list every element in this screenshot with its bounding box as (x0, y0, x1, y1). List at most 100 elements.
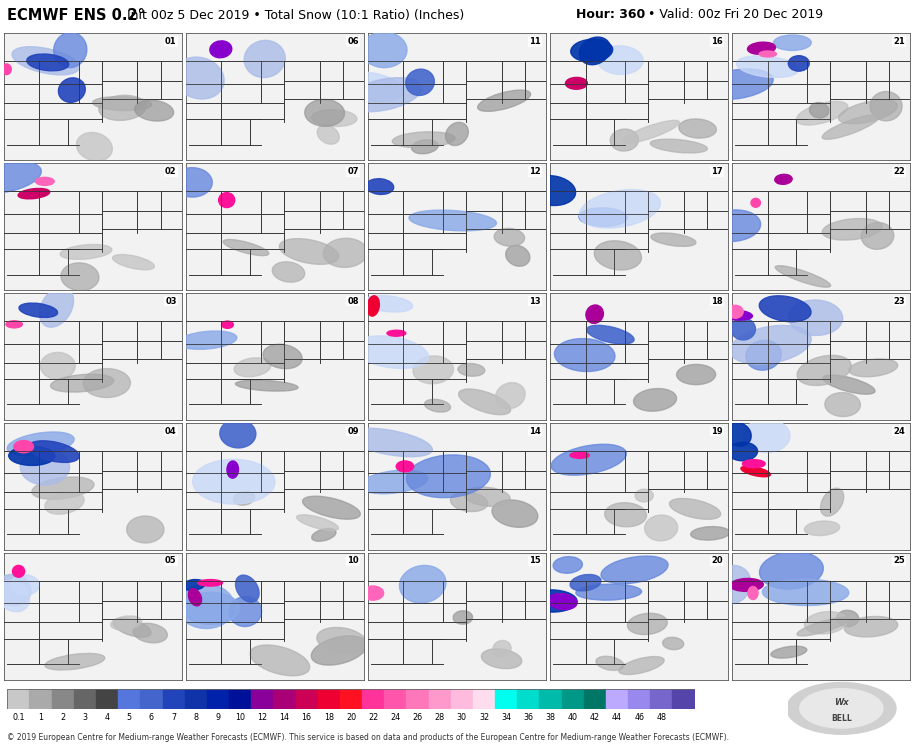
Ellipse shape (728, 305, 743, 318)
Ellipse shape (633, 388, 676, 411)
Ellipse shape (459, 389, 511, 415)
Text: 23: 23 (893, 296, 905, 305)
Ellipse shape (133, 623, 167, 643)
Text: 34: 34 (501, 713, 511, 722)
Ellipse shape (771, 646, 807, 658)
Bar (96, 688, 118, 709)
Text: 3: 3 (82, 713, 88, 722)
Bar (628, 688, 650, 709)
Ellipse shape (250, 645, 310, 676)
Circle shape (800, 688, 883, 728)
Ellipse shape (399, 566, 446, 603)
Ellipse shape (324, 238, 367, 268)
Text: 21: 21 (893, 37, 905, 46)
Ellipse shape (527, 176, 576, 206)
Ellipse shape (644, 515, 677, 541)
Ellipse shape (596, 656, 624, 670)
Ellipse shape (861, 223, 894, 249)
Bar (229, 688, 251, 709)
Text: 01: 01 (165, 37, 176, 46)
Ellipse shape (775, 266, 831, 287)
Ellipse shape (804, 611, 847, 634)
Ellipse shape (218, 193, 235, 208)
Ellipse shape (2, 64, 11, 74)
Ellipse shape (611, 129, 639, 151)
Text: 16: 16 (711, 37, 723, 46)
Ellipse shape (838, 100, 898, 124)
Ellipse shape (360, 470, 428, 494)
Text: 18: 18 (711, 296, 723, 305)
Ellipse shape (7, 432, 74, 455)
Ellipse shape (650, 139, 707, 153)
Ellipse shape (721, 310, 752, 320)
Text: Wx: Wx (834, 698, 849, 707)
Ellipse shape (272, 262, 304, 282)
Bar (673, 688, 695, 709)
Ellipse shape (663, 638, 684, 650)
Ellipse shape (760, 552, 824, 589)
Ellipse shape (570, 452, 590, 458)
Text: 9: 9 (216, 713, 220, 722)
Text: 44: 44 (612, 713, 622, 722)
Ellipse shape (14, 440, 34, 453)
Ellipse shape (797, 617, 850, 636)
Ellipse shape (743, 419, 790, 452)
Ellipse shape (707, 210, 760, 242)
Ellipse shape (236, 575, 259, 602)
Ellipse shape (773, 35, 812, 50)
Ellipse shape (353, 336, 429, 368)
Ellipse shape (0, 162, 41, 193)
Ellipse shape (413, 356, 453, 384)
Ellipse shape (221, 321, 233, 328)
Ellipse shape (54, 32, 87, 68)
Ellipse shape (635, 489, 654, 502)
Ellipse shape (188, 589, 202, 606)
Text: 7: 7 (171, 713, 176, 722)
Text: 36: 36 (524, 713, 534, 722)
Ellipse shape (579, 190, 661, 228)
Ellipse shape (605, 503, 646, 526)
Text: BELL: BELL (831, 714, 852, 723)
Bar (29, 688, 52, 709)
Ellipse shape (346, 78, 422, 112)
Text: Init 00z 5 Dec 2019 • Total Snow (10:1 Ratio) (Inches): Init 00z 5 Dec 2019 • Total Snow (10:1 R… (123, 8, 464, 22)
Ellipse shape (409, 210, 496, 231)
Ellipse shape (760, 296, 811, 322)
Ellipse shape (364, 296, 412, 312)
Text: 42: 42 (590, 713, 600, 722)
Text: 22: 22 (893, 166, 905, 176)
Ellipse shape (193, 459, 275, 504)
Text: © 2019 European Centre for Medium-range Weather Forecasts (ECMWF). This service : © 2019 European Centre for Medium-range … (7, 734, 729, 742)
Bar (495, 688, 517, 709)
Ellipse shape (730, 326, 812, 364)
Text: 08: 08 (347, 296, 359, 305)
Ellipse shape (0, 574, 31, 606)
Ellipse shape (495, 382, 526, 409)
Ellipse shape (13, 566, 25, 578)
Ellipse shape (234, 491, 255, 506)
Text: 1: 1 (38, 713, 43, 722)
Ellipse shape (598, 46, 643, 74)
Bar (118, 688, 141, 709)
Ellipse shape (824, 392, 860, 416)
Ellipse shape (223, 239, 269, 256)
Ellipse shape (36, 177, 54, 185)
Ellipse shape (553, 556, 582, 573)
Bar (340, 688, 362, 709)
Text: 46: 46 (634, 713, 644, 722)
Ellipse shape (362, 586, 384, 600)
Text: 40: 40 (568, 713, 578, 722)
Bar (52, 688, 74, 709)
Ellipse shape (526, 590, 577, 612)
Text: Hour: 360: Hour: 360 (576, 8, 645, 22)
Ellipse shape (651, 233, 696, 247)
Ellipse shape (134, 100, 174, 121)
Text: 20: 20 (345, 713, 356, 722)
Ellipse shape (263, 344, 303, 369)
Ellipse shape (228, 596, 261, 626)
Ellipse shape (551, 444, 626, 476)
Ellipse shape (60, 244, 112, 260)
Ellipse shape (796, 101, 848, 125)
Ellipse shape (579, 208, 627, 226)
Ellipse shape (39, 287, 73, 327)
